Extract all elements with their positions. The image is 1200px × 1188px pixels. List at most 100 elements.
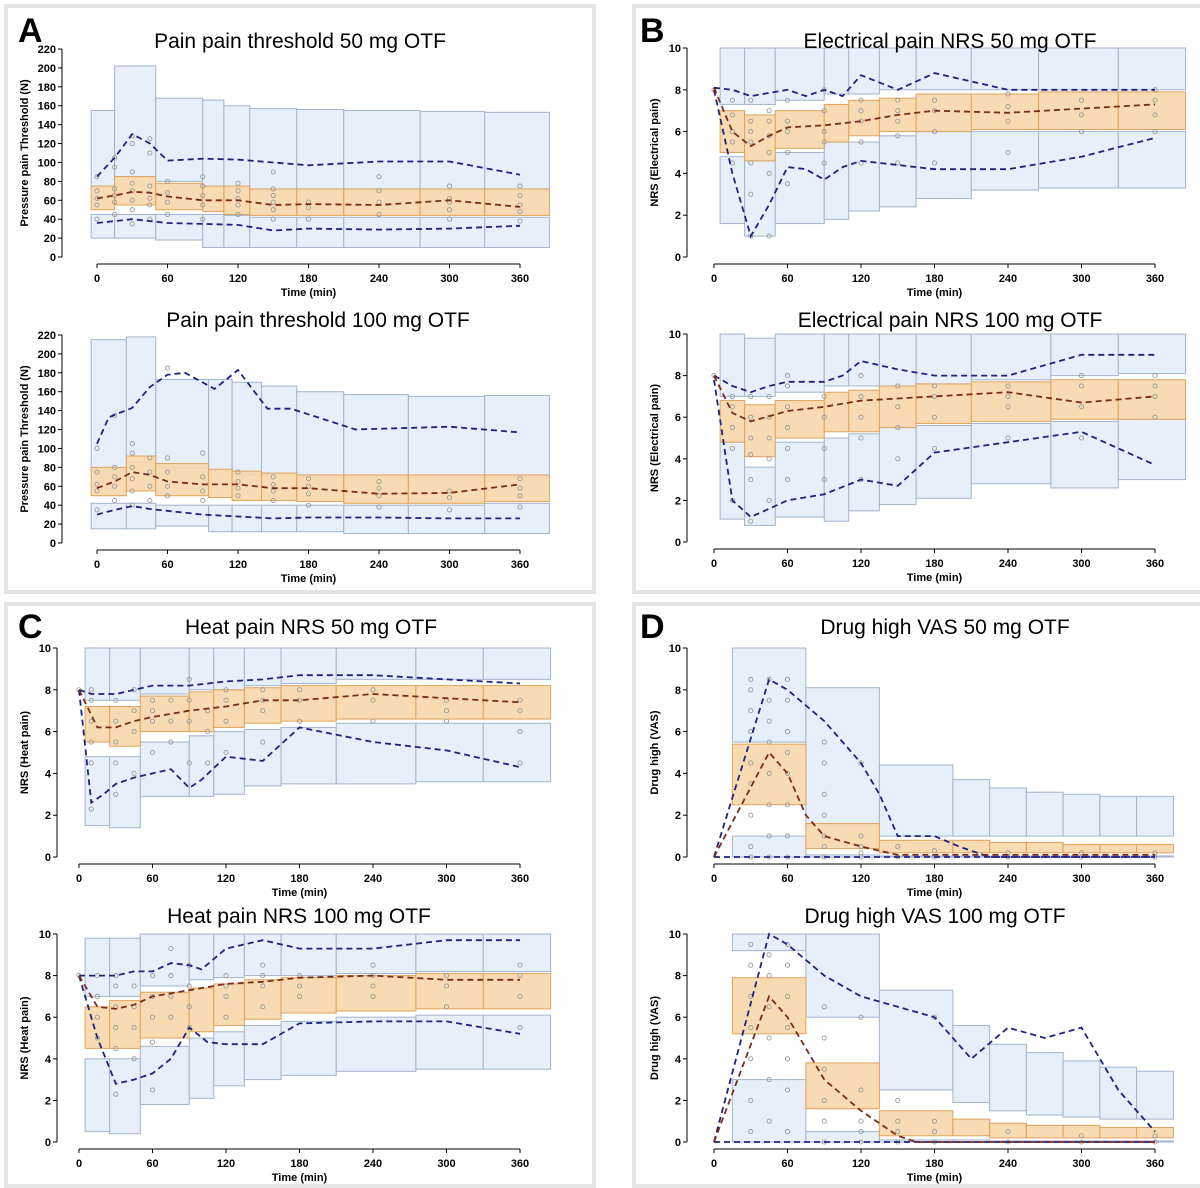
y-tick-label: 10	[39, 643, 51, 655]
observation-point	[784, 802, 791, 808]
observation-point	[821, 139, 827, 145]
y-tick-label: 2	[45, 810, 51, 822]
y-tick-label: 0	[50, 252, 56, 264]
x-tick-label: 240	[370, 559, 388, 571]
y-tick-label: 40	[44, 500, 56, 512]
median-interval-bin-9	[1117, 379, 1187, 420]
observation-point	[821, 1097, 827, 1103]
outer-interval-lo-bin-2	[774, 441, 825, 518]
outer-interval-lo-bin-0	[719, 441, 746, 520]
observation-point	[149, 749, 156, 756]
x-axis-label: Time (min)	[907, 887, 963, 899]
outer-interval-lo-bin-7	[343, 216, 421, 249]
x-tick-label: 0	[94, 273, 100, 285]
median-interval-bin-9	[1117, 91, 1187, 131]
outer-interval-lo-bin-7	[335, 1016, 417, 1072]
observation-point	[129, 188, 135, 194]
observation-point	[186, 718, 192, 724]
y-axis-label: NRS (Heat pain)	[19, 711, 31, 794]
observation-point	[235, 188, 241, 194]
observation-point	[235, 202, 241, 208]
observation-point	[895, 108, 901, 114]
observation-point	[235, 469, 241, 475]
lower-percentile-line	[713, 89, 1156, 239]
y-tick-label: 160	[38, 101, 56, 113]
median-interval-bin-6	[915, 93, 972, 133]
x-tick-label: 0	[76, 1158, 82, 1170]
median-interval-bin-1	[109, 706, 141, 747]
x-tick-label: 240	[999, 273, 1017, 285]
observation-point	[129, 502, 135, 508]
chart-c1: 0 2 4 6 8 10 0 60 120 180 240 300 360 Time (min) NRS (…	[19, 616, 552, 899]
x-axis-label: Time (min)	[907, 1172, 963, 1184]
outer-interval-hi-bin-5	[878, 47, 917, 91]
observation-point	[186, 983, 192, 989]
observation-point	[931, 160, 938, 166]
outer-interval-hi-bin-7	[335, 933, 417, 975]
observation-point	[113, 1091, 119, 1097]
observation-point	[1152, 112, 1158, 118]
observation-point	[235, 493, 241, 499]
y-tick-label: 0	[45, 1137, 51, 1149]
observation-point	[168, 697, 174, 703]
observation-point	[1152, 414, 1158, 420]
outer-interval-hi-bin-7	[970, 333, 1052, 381]
outer-interval-lo-bin-0	[719, 156, 746, 225]
observation-point	[784, 1087, 791, 1093]
median-interval-bin-0	[731, 977, 807, 1035]
y-tick-label: 10	[669, 43, 681, 55]
y-tick-label: 0	[675, 537, 681, 549]
observation-point	[517, 476, 523, 482]
median-line	[96, 190, 521, 208]
observation-point	[149, 1014, 156, 1020]
observation-point	[168, 993, 174, 999]
observation-point	[164, 493, 171, 499]
outer-interval-lo-bin-6	[280, 726, 337, 785]
observation-point	[200, 216, 206, 222]
observation-point	[296, 983, 303, 989]
x-tick-label: 300	[440, 273, 458, 285]
observation-point	[296, 687, 303, 693]
y-axis-label: Pressure pain Threshold (N)	[19, 79, 31, 227]
y-tick-label: 8	[675, 85, 681, 97]
observation-point	[821, 812, 827, 818]
chart-title: Pain pain threshold 100 mg OTF	[166, 309, 470, 332]
outer-interval-hi-bin-6	[1062, 1060, 1101, 1118]
observation-point	[88, 697, 94, 703]
observation-point	[729, 112, 735, 118]
observation-point	[1152, 373, 1158, 379]
outer-interval-hi-bin-1	[805, 687, 880, 827]
observation-point	[270, 207, 276, 213]
outer-interval-lo-bin-6	[296, 216, 345, 249]
x-tick-label: 0	[711, 273, 717, 285]
x-tick-label: 180	[290, 1158, 308, 1170]
observation-point	[205, 729, 211, 735]
outer-interval-hi-bin-3	[823, 333, 850, 387]
observation-point	[149, 973, 156, 979]
observation-point	[895, 97, 901, 103]
observation-point	[223, 718, 229, 724]
observation-point	[766, 393, 772, 399]
observation-point	[305, 491, 312, 497]
observation-point	[113, 1025, 119, 1031]
observation-point	[748, 129, 754, 135]
observation-point	[129, 450, 135, 456]
observation-point	[200, 174, 206, 180]
observation-point	[168, 718, 174, 724]
observation-point	[94, 174, 100, 180]
observation-point	[1078, 1133, 1085, 1139]
observation-point	[748, 844, 754, 850]
observation-point	[766, 414, 772, 420]
observation-point	[517, 202, 523, 208]
observation-point	[147, 469, 153, 475]
observation-point	[821, 108, 827, 114]
observation-point	[748, 160, 754, 166]
x-tick-label: 60	[781, 558, 793, 570]
observation-point	[1152, 129, 1158, 135]
observation-point	[446, 207, 453, 213]
observation-point	[94, 1014, 100, 1020]
outer-interval-hi-bin-6	[296, 109, 345, 192]
x-tick-label: 240	[364, 1158, 382, 1170]
observation-point	[784, 149, 791, 156]
chart-title: Drug high VAS 50 mg OTF	[820, 616, 1069, 639]
